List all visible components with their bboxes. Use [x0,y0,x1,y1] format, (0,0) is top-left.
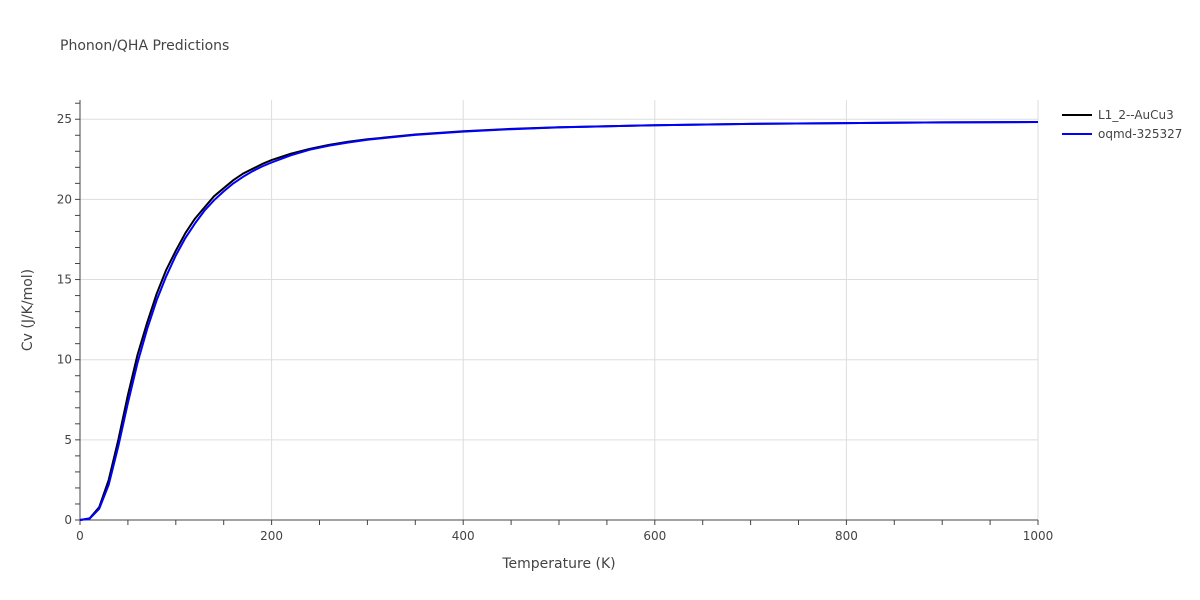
y-axis-title: Cv (J/K/mol) [20,269,36,351]
x-tick-label: 600 [643,529,666,543]
x-tick-label: 200 [260,529,283,543]
y-tick-label: 5 [64,433,72,447]
legend-item-1[interactable]: oqmd-325327 [1062,127,1182,141]
series-line-0[interactable] [79,121,1039,521]
y-tick-label: 0 [64,513,72,527]
x-tick-label: 400 [452,529,475,543]
x-tick-label: 1000 [1023,529,1054,543]
chart-title: Phonon/QHA Predictions [60,38,229,54]
x-tick-label: 0 [76,529,84,543]
legend-item-0[interactable]: L1_2--AuCu3 [1062,108,1174,122]
y-tick-label: 25 [57,112,72,126]
series-lines [79,121,1039,521]
legend-label: oqmd-325327 [1098,127,1182,141]
y-tick-label: 15 [57,273,72,287]
x-axis-title: Temperature (K) [501,556,615,572]
x-tick-label: 800 [835,529,858,543]
grid-lines [80,100,1039,520]
legend[interactable]: L1_2--AuCu3 oqmd-325327 [1062,108,1182,141]
series-line-1[interactable] [79,121,1039,521]
y-tick-label: 10 [57,353,72,367]
axes: 0 200 400 600 800 1000 0 5 10 15 20 25 [57,100,1054,543]
legend-label: L1_2--AuCu3 [1098,108,1174,122]
y-tick-label: 20 [57,192,72,206]
